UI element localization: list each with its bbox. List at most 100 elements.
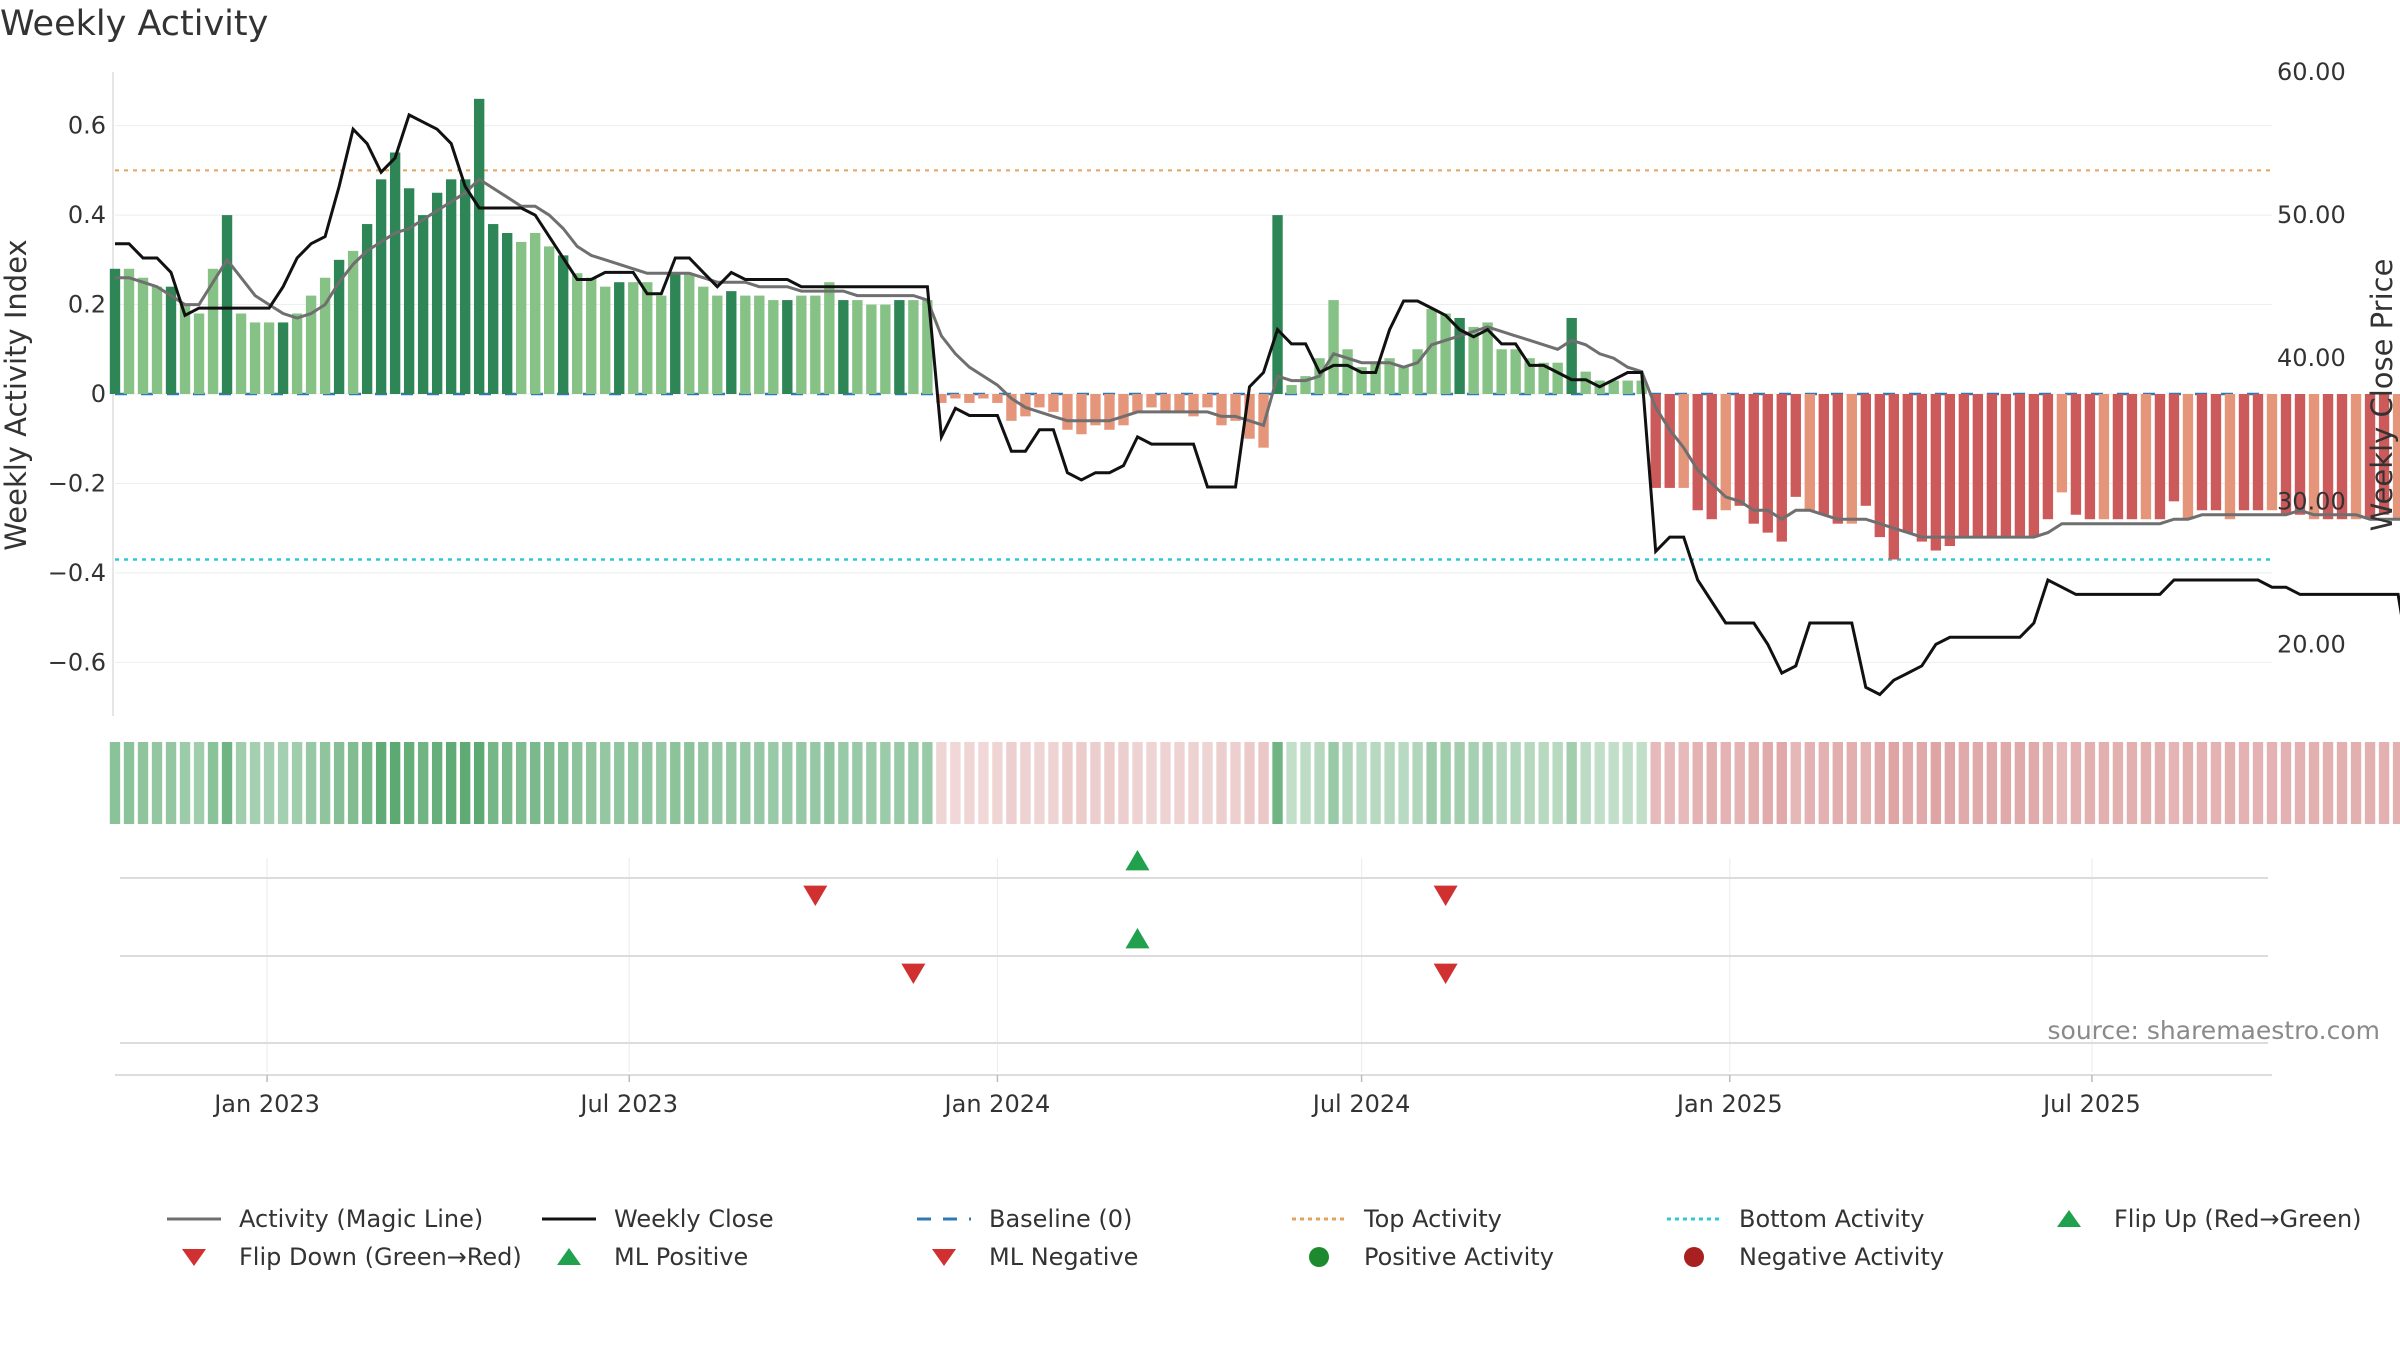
heat-cell [2070,742,2082,824]
activity-bar [2014,394,2026,538]
heat-cell [544,742,555,824]
activity-bar [2126,394,2138,520]
heat-cell [1356,742,1367,824]
activity-bar [1454,317,1465,394]
legend-item: Negative Activity [1665,1243,1944,1271]
heat-cell [628,742,639,824]
heat-cell [361,742,373,824]
heat-cell [656,742,667,824]
activity-bar [2322,394,2334,520]
heat-cell [1342,742,1353,824]
activity-bar [656,295,667,394]
activity-bar [1034,394,1045,408]
activity-bar [2154,394,2166,520]
activity-bar [2140,394,2152,520]
activity-bar [2266,394,2278,511]
heat-cell [1538,742,1549,824]
heat-cell [1314,742,1325,824]
activity-bar [880,304,891,394]
activity-bar [1202,394,1213,408]
legend-swatch [1667,1217,1721,1221]
heat-cell [291,742,303,824]
activity-bar [936,394,947,403]
activity-bar [2182,394,2194,520]
activity-bar [487,224,499,394]
activity-bar [628,282,639,394]
heat-cell [1006,742,1017,824]
flip-up-marker [1125,928,1150,949]
activity-bar [1384,358,1395,394]
activity-bar [1356,367,1367,394]
activity-bar [2196,394,2208,511]
heat-cell [1230,742,1241,824]
legend-swatch [917,1217,971,1221]
activity-bar [2098,394,2110,520]
heat-cell [347,742,359,824]
activity-bar [445,179,457,394]
heat-cell [193,742,205,824]
heat-cell [2140,742,2152,824]
heat-cell [614,742,625,824]
heat-cell [1160,742,1171,824]
heat-cell [1440,742,1451,824]
legend-label: Positive Activity [1364,1243,1554,1271]
activity-bar [151,286,163,394]
chart-title: Weekly Activity [0,4,269,44]
heat-cell [2308,742,2320,824]
activity-bar [1244,394,1255,439]
heat-cell [698,742,709,824]
heat-cell [824,742,835,824]
heat-cell [473,742,485,824]
heat-cell [1762,742,1773,824]
legend-item: ML Negative [915,1243,1138,1271]
heat-cell [277,742,289,824]
activity-heat-strip [109,742,2400,824]
heat-cell [1986,742,1998,824]
x-tick-label: Jul 2024 [1311,1090,1411,1118]
y-tick-label: −0.4 [48,559,106,587]
activity-bar [2056,394,2068,493]
heat-cell [2098,742,2110,824]
heat-cell [1244,742,1255,824]
activity-bar [2336,394,2348,520]
activity-bar [2252,394,2264,511]
activity-bar [586,277,597,394]
legend-item: ML Positive [540,1243,748,1271]
heat-cell [333,742,345,824]
heat-cell [1804,742,1815,824]
heat-cell [2350,742,2362,824]
y-tick-label: 0.4 [68,201,106,229]
heat-cell [1972,742,1984,824]
signal-panel [120,850,2268,1044]
heat-cell [782,742,793,824]
activity-bar [768,300,779,394]
heat-cell [1328,742,1339,824]
activity-bar [277,322,289,394]
legend-swatch [542,1217,596,1221]
heat-cell [516,742,527,824]
activity-bar [221,215,233,394]
x-axis: Jan 2023 Jul 2023 Jan 2024 Jul 2024 Jan 2025… [115,1074,2272,1118]
activity-bar [1762,394,1773,533]
heat-cell [417,742,429,824]
legend-item: Activity (Magic Line) [165,1205,483,1233]
heat-cell [936,742,947,824]
heat-cell [866,742,877,824]
activity-bar [2168,394,2180,502]
activity-bar [1678,394,1689,488]
activity-bar [1160,394,1171,412]
activity-bar [1342,349,1353,394]
heat-cell [221,742,233,824]
magic-line [115,177,2400,539]
activity-bar [1692,394,1703,511]
activity-bar [1986,394,1998,538]
flip-down-marker [803,885,828,906]
activity-bar [1566,317,1577,394]
heat-cell [1468,742,1479,824]
legend-label: Weekly Close [614,1205,774,1233]
heat-cell [1860,742,1871,824]
heat-cell [1930,742,1942,824]
activity-bar [1832,394,1843,524]
heat-cell [1370,742,1381,824]
legend-item: Flip Up (Red→Green) [2040,1205,2362,1233]
